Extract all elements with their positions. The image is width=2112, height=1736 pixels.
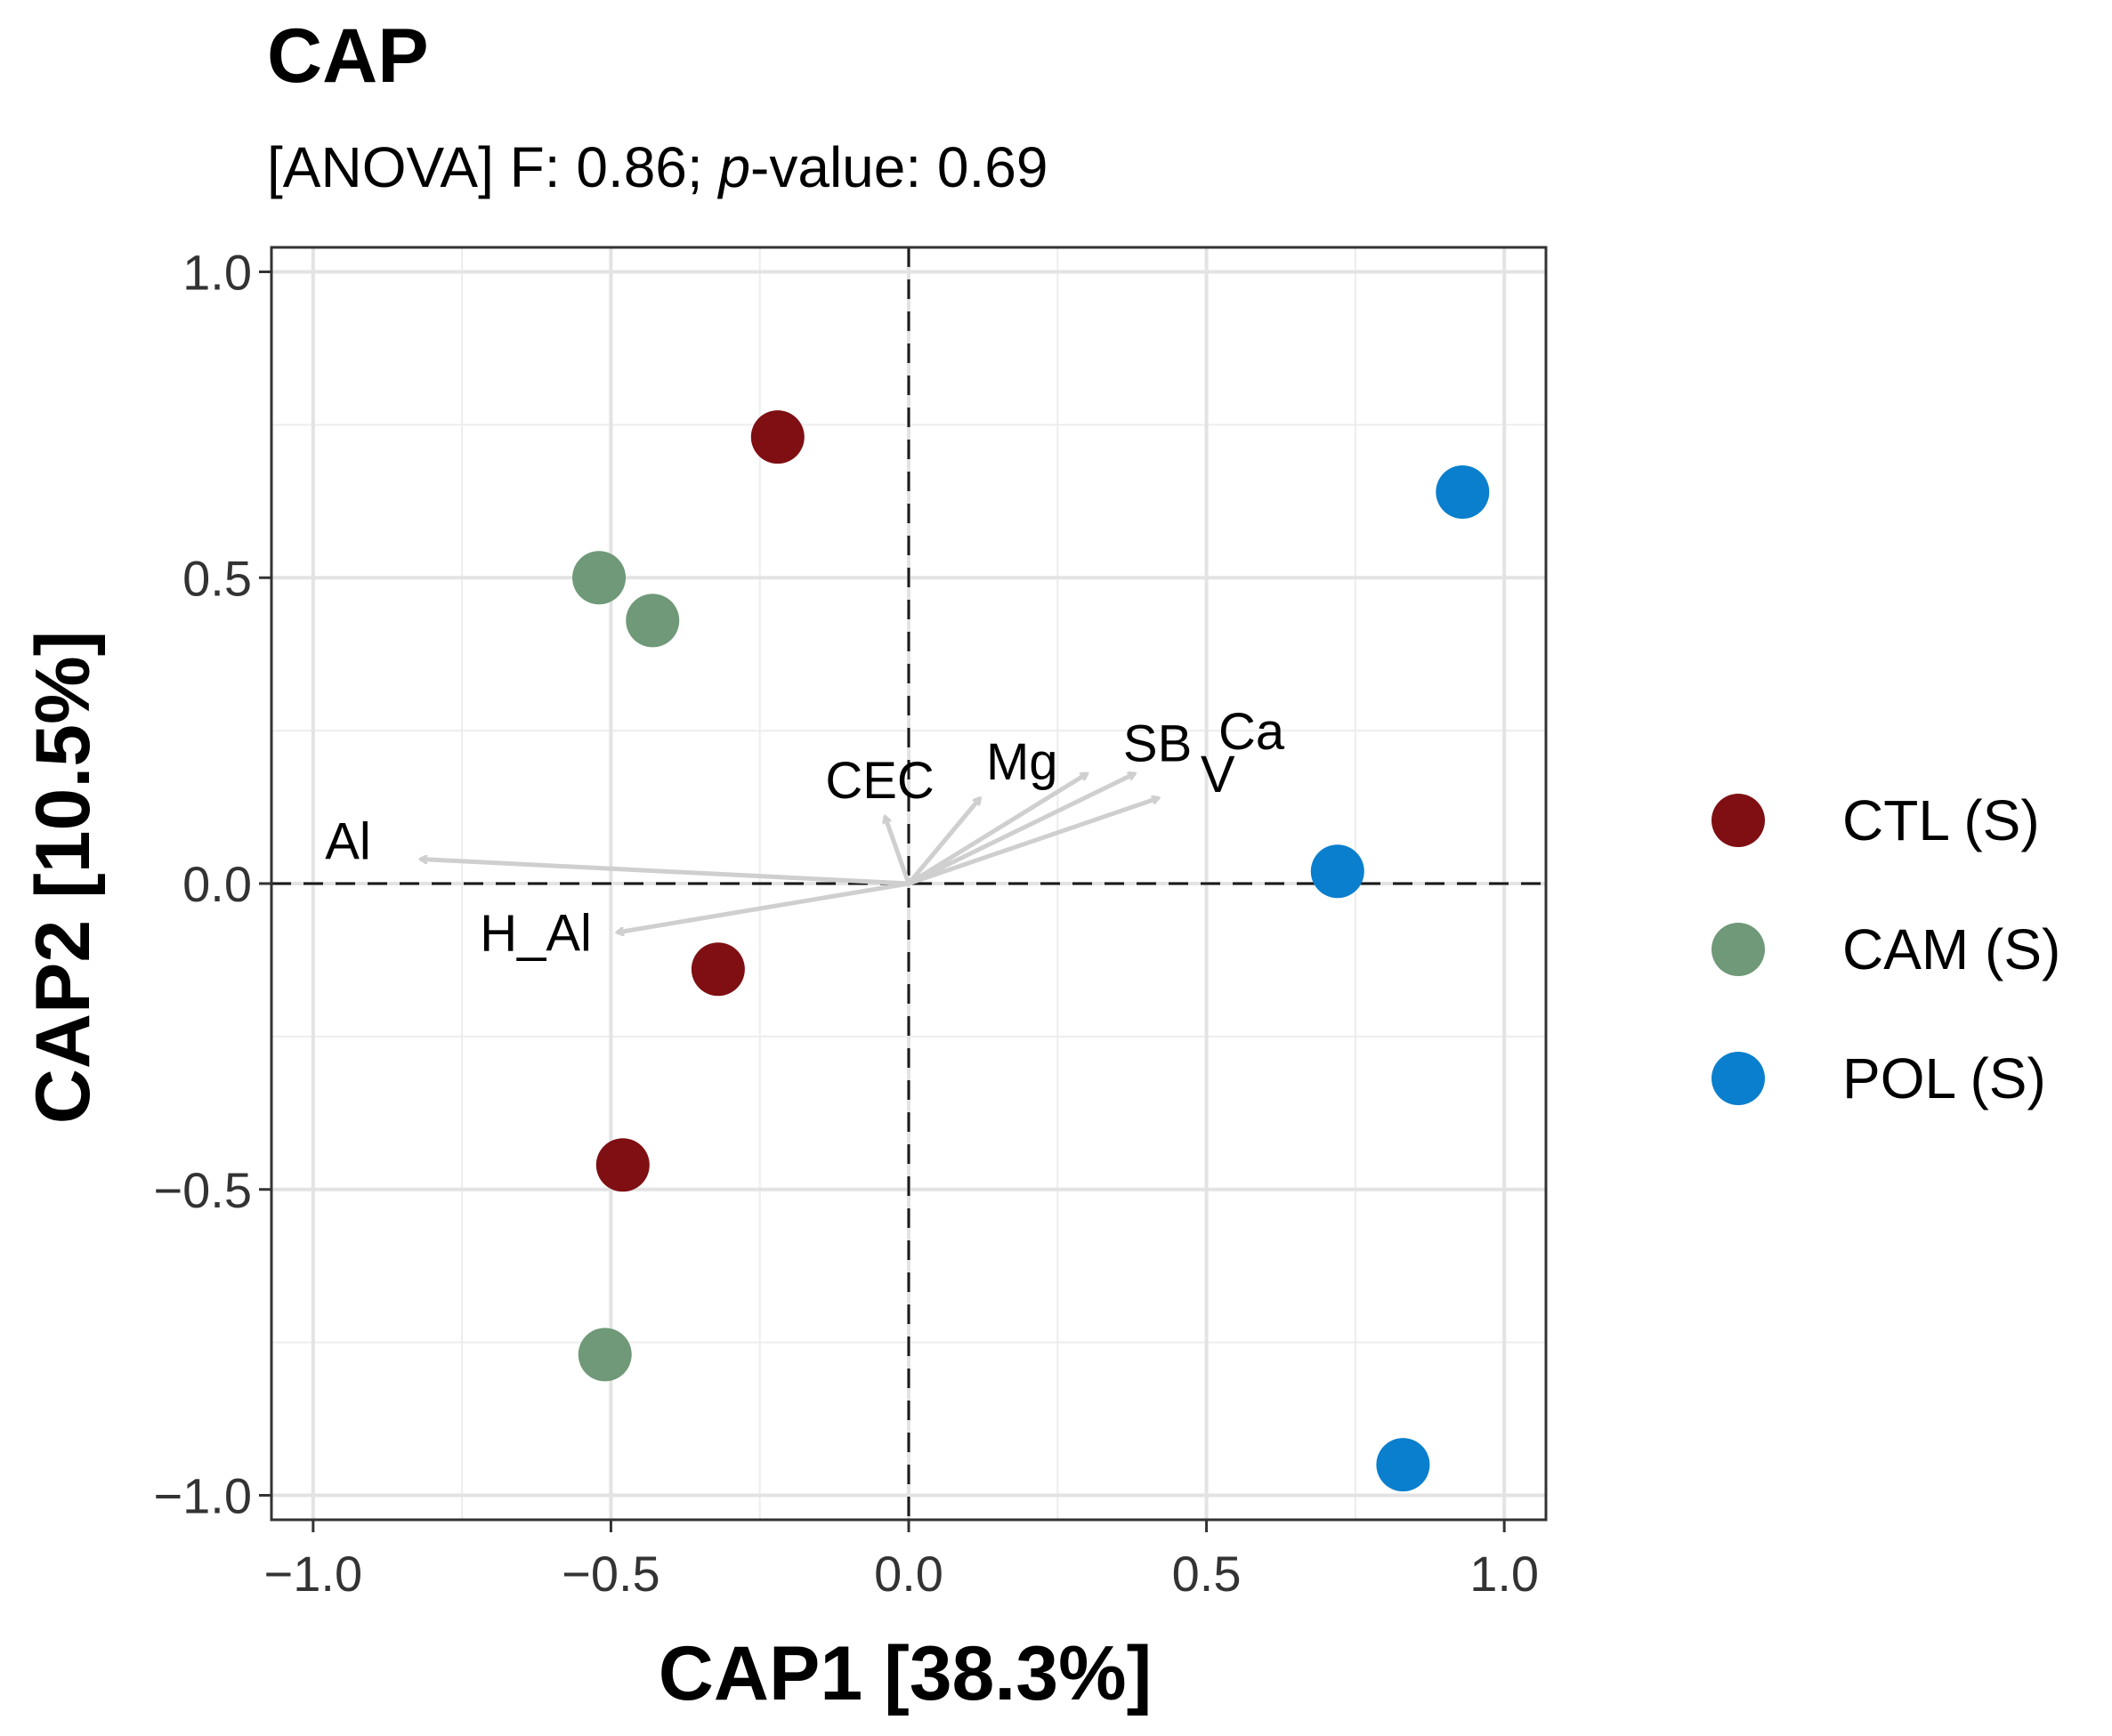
point-cam bbox=[578, 1328, 632, 1382]
x-tick-label: 0.0 bbox=[874, 1546, 943, 1602]
point-pol bbox=[1376, 1438, 1430, 1492]
legend: CTL (S) CAM (S) POL (S) bbox=[1711, 788, 2060, 1110]
y-tick-label: 1.0 bbox=[182, 245, 252, 301]
env-vector-ca bbox=[907, 773, 1135, 886]
env-label-v: V bbox=[1201, 746, 1235, 803]
env-vector-mg bbox=[907, 798, 983, 885]
legend-label-cam: CAM (S) bbox=[1842, 917, 2060, 981]
subtitle-suffix: -value: 0.69 bbox=[750, 135, 1048, 199]
y-tick-label: 0.5 bbox=[182, 550, 252, 606]
legend-label-ctl: CTL (S) bbox=[1842, 788, 2040, 852]
env-label-ca: Ca bbox=[1218, 703, 1285, 761]
env-vector-v bbox=[908, 798, 1159, 886]
y-tick-label: 0.0 bbox=[182, 856, 252, 912]
legend-key-cam bbox=[1711, 923, 1765, 976]
x-axis-label: CAP1 [38.3%] bbox=[659, 1631, 1152, 1716]
legend-key-pol bbox=[1711, 1052, 1765, 1105]
x-tick-label: 0.5 bbox=[1172, 1546, 1242, 1602]
env-label-h-al: H_Al bbox=[480, 905, 592, 963]
point-ctl bbox=[595, 1138, 650, 1192]
subtitle-p: p bbox=[716, 135, 750, 199]
legend-key-ctl bbox=[1711, 794, 1765, 847]
plot-area: Al H_Al CEC Mg SB CaV −1.0 −0.5 0.0 0.5 1.0 −1.0 −0.… bbox=[153, 245, 1548, 1602]
env-label-al: Al bbox=[325, 813, 371, 871]
point-cam bbox=[572, 551, 627, 605]
subtitle-prefix: [ANOVA] F: 0.86; bbox=[267, 135, 718, 199]
point-cam bbox=[626, 593, 680, 648]
env-label-mg: Mg bbox=[986, 733, 1058, 791]
env-vector-cec bbox=[885, 816, 911, 884]
legend-label-pol: POL (S) bbox=[1842, 1046, 2046, 1110]
env-vector-sb bbox=[907, 771, 1088, 886]
y-axis-label: CAP2 [10.5%] bbox=[20, 631, 106, 1124]
chart-subtitle: [ANOVA] F: 0.86; p-value: 0.69 bbox=[267, 135, 1048, 199]
point-ctl bbox=[750, 410, 805, 464]
x-tick-label: 1.0 bbox=[1469, 1546, 1539, 1602]
point-pol bbox=[1310, 844, 1364, 899]
env-label-sb: SB bbox=[1123, 715, 1192, 773]
env-label-cec: CEC bbox=[825, 752, 934, 810]
y-tick-label: −1.0 bbox=[153, 1468, 252, 1524]
y-tick-label: −0.5 bbox=[153, 1162, 252, 1218]
env-vector-h-al bbox=[617, 881, 910, 933]
x-tick-label: −0.5 bbox=[562, 1546, 660, 1602]
point-pol bbox=[1436, 465, 1490, 519]
env-vector-al bbox=[420, 860, 910, 886]
x-tick-label: −1.0 bbox=[264, 1546, 363, 1602]
point-ctl bbox=[691, 942, 745, 997]
chart-title: CAP bbox=[267, 13, 429, 99]
